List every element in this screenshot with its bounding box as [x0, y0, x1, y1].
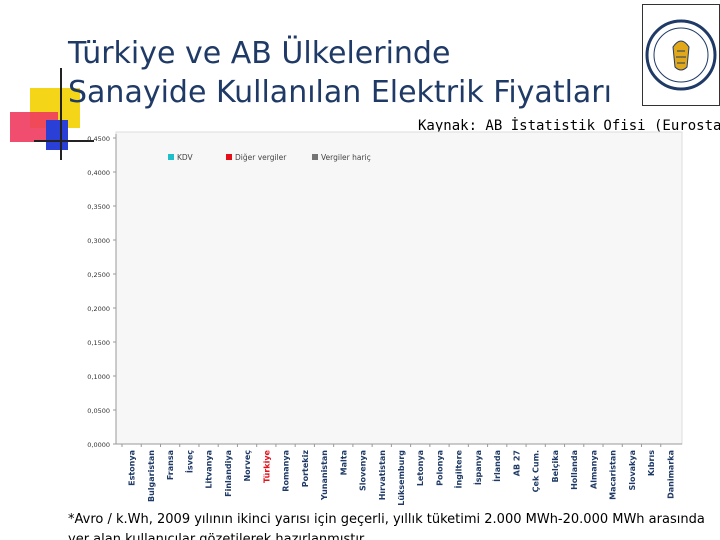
category-label: Estonya [128, 450, 137, 486]
category-label: Norveç [243, 450, 252, 482]
legend-swatch [168, 154, 174, 160]
category-label: Yunanistan [320, 450, 329, 501]
category-label: Çek Cum. [532, 450, 541, 492]
legend: KDV Diğer vergiler Vergiler hariç [168, 153, 371, 162]
y-tick-label: 0,2500 [87, 271, 110, 279]
y-tick-label: 0,0000 [87, 441, 110, 449]
category-label: Slovenya [359, 450, 368, 491]
category-label: Fransa [166, 450, 175, 480]
category-label: Belçika [551, 450, 560, 482]
category-label: İspanya [473, 450, 483, 485]
title-line-2: Sanayide Kullanılan Elektrik Fiyatları [68, 75, 612, 111]
category-label: Litvanya [205, 450, 214, 489]
category-label: Bulgaristan [147, 450, 156, 502]
seal-icon [645, 19, 717, 91]
category-label: AB 27 [512, 450, 521, 476]
price-chart: 0,0000 0,0500 0,1000 0,1500 0,2000 0,2500 0,30… [87, 131, 683, 506]
category-label: Hırvatistan [378, 450, 387, 501]
legend-label: Vergiler hariç [321, 153, 371, 162]
deco-blue-square [46, 120, 68, 150]
category-label: Letonya [416, 450, 425, 486]
deco-vertical-line [60, 68, 62, 160]
category-label: İrlanda [492, 450, 502, 482]
category-label: Malta [339, 450, 348, 475]
category-label: Hollanda [570, 450, 579, 490]
y-tick-label: 0,3500 [87, 203, 110, 211]
category-label: Danimarka [666, 450, 675, 499]
y-tick-label: 0,2000 [87, 305, 110, 313]
y-tick-label: 0,4000 [87, 169, 110, 177]
y-tick-label: 0,1500 [87, 339, 110, 347]
category-label: Slovakya [628, 450, 637, 491]
category-label: İngiltere [454, 449, 464, 488]
category-label: Kıbrıs [647, 450, 656, 476]
title-line-1: Türkiye ve AB Ülkelerinde [68, 36, 451, 72]
y-tick-label: 0,0500 [87, 407, 110, 415]
axes-group: 0,0000 0,0500 0,1000 0,1500 0,2000 0,2500 0,30… [87, 131, 683, 506]
category-label: Almanya [589, 450, 598, 489]
category-label: Romanya [282, 450, 291, 492]
category-label: İsveç [184, 450, 194, 473]
legend-swatch [312, 154, 318, 160]
category-label: Portekiz [301, 450, 310, 488]
chart-source: Kaynak: AB İstatistik Ofisi (Eurostat) [418, 118, 720, 134]
university-seal-logo [642, 4, 720, 106]
category-label: Lüksemburg [397, 450, 406, 506]
footnote: *Avro / k.Wh, 2009 yılının ikinci yarısı… [68, 512, 705, 540]
legend-label: KDV [177, 153, 194, 162]
y-tick-label: 0,4500 [87, 135, 110, 143]
slide-title: Türkiye ve AB Ülkelerinde Sanayide Kulla… [68, 34, 648, 112]
legend-label: Diğer vergiler [235, 153, 287, 162]
legend-swatch [226, 154, 232, 160]
category-label: Finlandiya [224, 450, 233, 497]
plot-area [115, 131, 683, 445]
deco-horizontal-line [34, 140, 94, 142]
y-tick-label: 0,3000 [87, 237, 110, 245]
category-label: Macaristan [609, 450, 618, 500]
y-tick-label: 0,1000 [87, 373, 110, 381]
category-label: Türkiye [262, 449, 271, 483]
category-label: Polonya [435, 450, 444, 486]
